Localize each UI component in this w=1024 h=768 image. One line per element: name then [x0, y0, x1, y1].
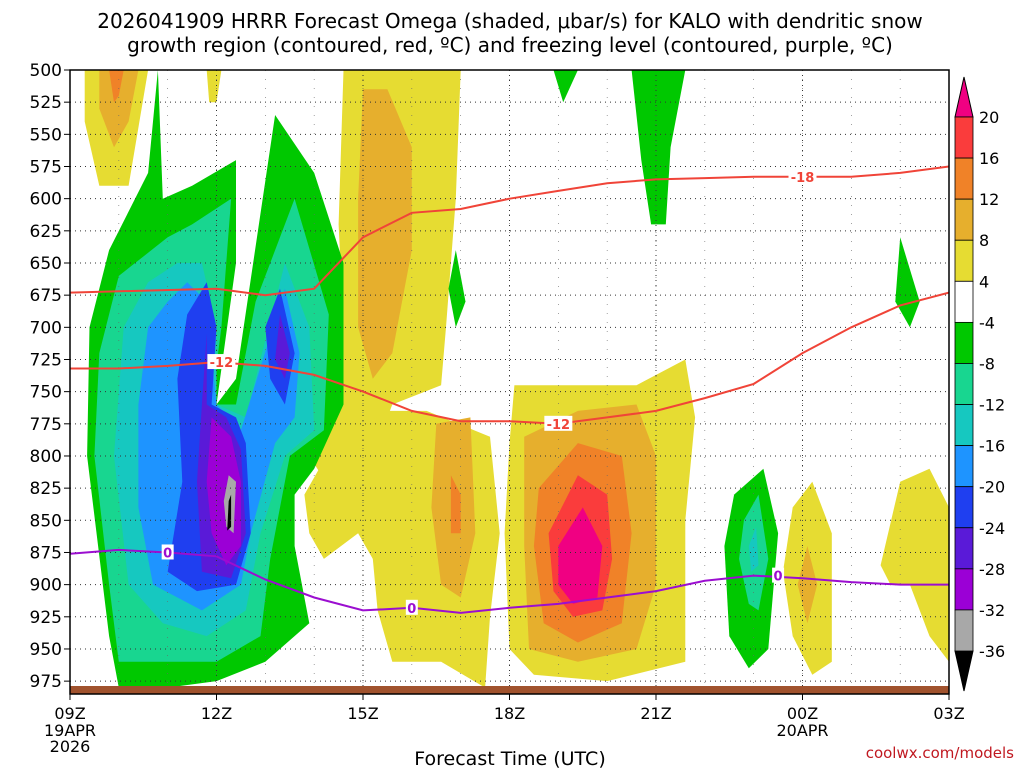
contour-label-bg-4	[405, 599, 418, 615]
temp-contour-0	[70, 165, 949, 297]
omega-region-12	[109, 70, 124, 103]
y-tick-label-0: 500	[30, 61, 62, 81]
y-tick-label-12: 800	[30, 447, 62, 467]
colorbar-label-3: 8	[979, 231, 989, 250]
contour-label-4: 0	[407, 602, 416, 617]
colorbar-label-5: -4	[979, 313, 995, 332]
omega-region-31	[275, 314, 290, 379]
x-date-label-1: 20APR	[776, 721, 828, 740]
colorbar-label-2: 12	[979, 190, 999, 209]
omega-region-19	[553, 70, 578, 103]
omega-region-20	[448, 250, 466, 328]
x-tick-label-5: 00Z	[787, 704, 818, 723]
y-tick-label-18: 950	[30, 640, 62, 660]
y-tick-label-4: 600	[30, 190, 62, 210]
colorbar-label-1: 16	[979, 149, 999, 168]
colorbar-label-7: -12	[979, 396, 1005, 415]
contour-label-bg-3	[161, 544, 174, 560]
omega-region-8	[358, 89, 412, 379]
omega-region-18	[631, 70, 686, 225]
omega-region-16	[558, 507, 603, 604]
y-tick-label-5: 625	[30, 222, 62, 242]
contour-label-2: -18	[791, 171, 815, 186]
y-tick-label-10: 750	[30, 383, 62, 403]
omega-region-14	[450, 475, 461, 534]
y-tick-label-19: 975	[30, 672, 62, 692]
y-axis: 500 525 550 575 600 625 650 675 700 725 750 775 800 8…	[30, 61, 70, 692]
omega-region-26	[748, 526, 759, 572]
y-tick-label-6: 650	[30, 254, 62, 274]
contour-label-bg-1	[544, 415, 573, 431]
x-tick-label-4: 21Z	[640, 704, 671, 723]
y-tick-label-2: 550	[30, 125, 62, 145]
colorbar-box-7	[954, 404, 974, 447]
colorbar-box-12	[954, 609, 974, 652]
x-year-label-0: 2026	[50, 737, 91, 756]
y-tick-label-8: 700	[30, 318, 62, 338]
contour-label-bg-5	[772, 567, 785, 583]
colorbar-label-6: -8	[979, 354, 995, 373]
colorbar-bottom-arrow	[954, 650, 974, 692]
colorbar-box-9	[954, 486, 974, 529]
colorbar-box-11	[954, 568, 974, 611]
colorbar-label-4: 4	[979, 272, 989, 291]
colorbar-box-5	[954, 321, 974, 364]
omega-shading	[84, 70, 949, 688]
colorbar-box-4	[954, 280, 974, 323]
y-tick-label-9: 725	[30, 350, 62, 370]
colorbar-label-11: -28	[979, 560, 1005, 579]
y-tick-label-14: 850	[30, 511, 62, 531]
freezing-level-contour	[70, 548, 949, 614]
contour-label-1: -12	[547, 418, 571, 433]
x-tick-label-2: 15Z	[347, 704, 378, 723]
contour-label-3: 0	[163, 546, 172, 561]
y-tick-label-13: 825	[30, 479, 62, 499]
x-axis-label: Forecast Time (UTC)	[414, 748, 605, 768]
omega-region-34	[227, 494, 232, 531]
colorbar: 20 16 12 8 4 -4 -8 -12 -16 -20 -24 -28 -32 -36	[954, 76, 1005, 692]
y-tick-label-11: 775	[30, 415, 62, 435]
contour-label-0: -12	[210, 356, 234, 371]
x-date-label-0: 19APR	[44, 721, 96, 740]
colorbar-label-10: -24	[979, 519, 1005, 538]
y-tick-label-3: 575	[30, 157, 62, 177]
terrain-ground	[70, 686, 949, 694]
site-credit[interactable]: coolwx.com/models	[866, 744, 1014, 762]
colorbar-label-8: -16	[979, 437, 1005, 456]
contour-label-5: 0	[774, 570, 783, 585]
colorbar-box-10	[954, 527, 974, 570]
x-tick-label-3: 18Z	[494, 704, 525, 723]
colorbar-box-2	[954, 198, 974, 241]
colorbar-label-13: -36	[979, 642, 1005, 661]
colorbar-top-arrow	[954, 76, 974, 118]
y-tick-label-1: 525	[30, 93, 62, 113]
omega-region-6	[880, 468, 949, 662]
contour-label-bg-0	[207, 354, 236, 370]
x-tick-label-1: 12Z	[201, 704, 232, 723]
chart-title-line1: 2026041909 HRRR Forecast Omega (shaded, …	[97, 9, 923, 33]
y-tick-label-7: 675	[30, 286, 62, 306]
omega-region-1	[206, 70, 222, 103]
contour-label-bg-2	[788, 168, 817, 184]
colorbar-box-0	[954, 116, 974, 159]
y-tick-label-16: 900	[30, 576, 62, 596]
y-tick-label-17: 925	[30, 608, 62, 628]
colorbar-box-6	[954, 363, 974, 405]
colorbar-label-9: -20	[979, 478, 1005, 497]
chart-title-line2: growth region (contoured, red, ºC) and f…	[127, 33, 893, 57]
x-tick-label-6: 03Z	[933, 704, 964, 723]
colorbar-label-0: 20	[979, 108, 999, 127]
colorbar-box-8	[954, 445, 974, 488]
x-tick-label-0: 09Z	[54, 704, 85, 723]
colorbar-box-3	[954, 239, 974, 282]
y-tick-label-15: 875	[30, 543, 62, 563]
colorbar-box-1	[954, 157, 974, 200]
contour-labels: -12 -12 -18 0 0 0	[161, 168, 817, 617]
omega-region-7	[99, 70, 139, 148]
colorbar-label-12: -32	[979, 601, 1005, 620]
